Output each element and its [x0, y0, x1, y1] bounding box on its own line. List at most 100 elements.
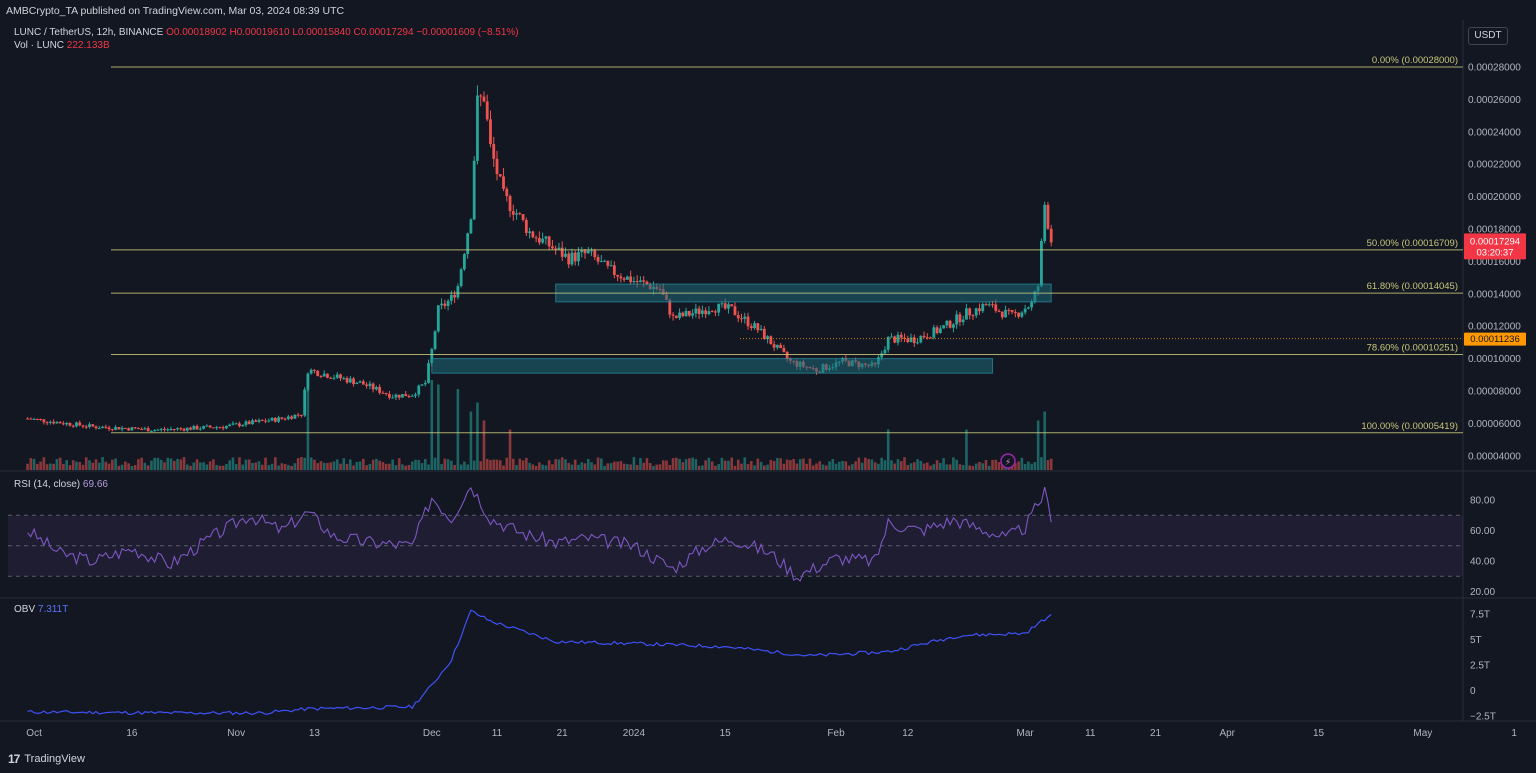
- candle-body: [453, 294, 457, 298]
- volume-bar: [476, 402, 479, 470]
- volume-bar: [267, 465, 271, 470]
- symbol-title[interactable]: LUNC / TetherUS, 12h, BINANCE: [14, 27, 164, 38]
- volume-bar: [349, 459, 352, 470]
- volume-bar: [622, 463, 626, 470]
- candle-body: [322, 373, 326, 377]
- volume-bar: [675, 457, 678, 470]
- obv-label[interactable]: OBV: [14, 604, 36, 615]
- volume-bar: [192, 462, 196, 470]
- candle-body: [257, 420, 261, 422]
- volume-bar: [417, 460, 421, 470]
- volume-bar: [254, 462, 258, 470]
- volume-bar: [133, 465, 137, 470]
- candle-body: [925, 337, 929, 339]
- rsi-label[interactable]: RSI (14, close): [14, 479, 81, 490]
- candle-body: [260, 420, 264, 422]
- candle-body: [29, 418, 33, 420]
- candle-body: [339, 374, 342, 379]
- tradingview-logo[interactable]: 17 TradingView: [8, 752, 85, 766]
- volume-bar: [94, 459, 98, 470]
- volume-bar: [498, 460, 502, 470]
- level-badge-value: 0.00011236: [1470, 334, 1520, 345]
- candle-body: [668, 299, 672, 315]
- candle-body: [489, 119, 492, 145]
- volume-bar: [150, 460, 153, 470]
- candle-body: [1004, 309, 1007, 318]
- volume-bar: [603, 465, 606, 470]
- candle-body: [215, 427, 219, 429]
- volume-bar: [567, 462, 571, 470]
- volume-bar: [736, 459, 740, 470]
- currency-button[interactable]: USDT: [1468, 27, 1508, 45]
- volume-bar: [971, 465, 975, 470]
- candle-body: [378, 386, 382, 393]
- volume-bar: [551, 464, 554, 470]
- time-tick-label: Apr: [1219, 728, 1235, 739]
- volume-bar: [720, 457, 724, 470]
- obv-pane[interactable]: 7.5T 5T 2.5T 0 −2.5T: [27, 610, 1496, 723]
- candle-body: [952, 324, 955, 328]
- candle-body: [922, 335, 926, 338]
- volume-bar: [482, 420, 486, 470]
- time-tick-label: 11: [492, 728, 503, 739]
- volume-bar: [531, 464, 535, 470]
- candle-body: [707, 311, 711, 315]
- candle-body: [117, 427, 121, 430]
- volume-bar: [808, 458, 812, 470]
- volume-bar: [570, 464, 574, 470]
- volume-bar: [453, 464, 456, 470]
- candle-body: [694, 308, 698, 314]
- volume-bar: [143, 462, 147, 470]
- price-tick-label: 0.00020000: [1468, 192, 1521, 203]
- candle-body: [91, 424, 95, 427]
- candle-body: [1026, 307, 1030, 309]
- rsi-legend: RSI (14, close) 69.66: [14, 479, 108, 490]
- candle-body: [101, 426, 104, 429]
- volume-bar: [97, 462, 101, 470]
- volume-bar: [818, 461, 822, 470]
- volume-bar: [691, 457, 694, 470]
- candle-body: [642, 280, 646, 282]
- obv-value: 7.311T: [37, 604, 69, 615]
- candle-body: [502, 176, 505, 189]
- candle-body: [727, 304, 730, 309]
- candle-body: [938, 328, 942, 334]
- volume-bar: [805, 463, 808, 470]
- volume-bar: [397, 458, 401, 470]
- volume-bar: [997, 462, 1001, 470]
- volume-bar: [512, 458, 515, 470]
- volume-bar: [163, 462, 166, 470]
- candle-body: [573, 252, 577, 262]
- volume-bar: [381, 461, 385, 470]
- candle-body: [606, 260, 610, 266]
- candle-body: [371, 383, 375, 390]
- candle-body: [449, 294, 453, 301]
- candle-body: [156, 429, 160, 431]
- candle-body: [234, 423, 238, 425]
- price-pane[interactable]: 0.00028000 0.00026000 0.00024000 0.00022000…: [26, 55, 1526, 470]
- volume-bar: [88, 460, 91, 470]
- tradingview-logo-icon: 17: [8, 752, 20, 766]
- volume-bar: [270, 463, 274, 470]
- volume-label[interactable]: Vol · LUNC: [14, 40, 65, 51]
- candle-body: [896, 334, 900, 343]
- candle-body: [107, 427, 111, 430]
- volume-bar: [322, 462, 326, 470]
- candle-body: [300, 414, 303, 416]
- candle-body: [75, 422, 78, 427]
- candle-body: [981, 304, 985, 312]
- tradingview-brand: TradingView: [24, 753, 85, 765]
- symbol-legend: LUNC / TetherUS, 12h, BINANCE O0.0001890…: [14, 27, 519, 38]
- candle-body: [717, 303, 721, 313]
- time-axis[interactable]: Oct 16 Nov 13 Dec 11 21 2024 15 Feb 12 Mar 11 21 Apr 15…: [26, 728, 1517, 739]
- volume-bar: [642, 462, 645, 470]
- candle-body: [769, 336, 773, 345]
- candle-body: [78, 422, 82, 426]
- time-tick-label: 13: [309, 728, 321, 739]
- rsi-pane[interactable]: 80.00 60.00 40.00 20.00: [8, 486, 1495, 598]
- volume-bar: [893, 463, 897, 470]
- volume-bar: [883, 460, 887, 470]
- volume-bar: [111, 459, 114, 470]
- volume-bar: [851, 464, 854, 470]
